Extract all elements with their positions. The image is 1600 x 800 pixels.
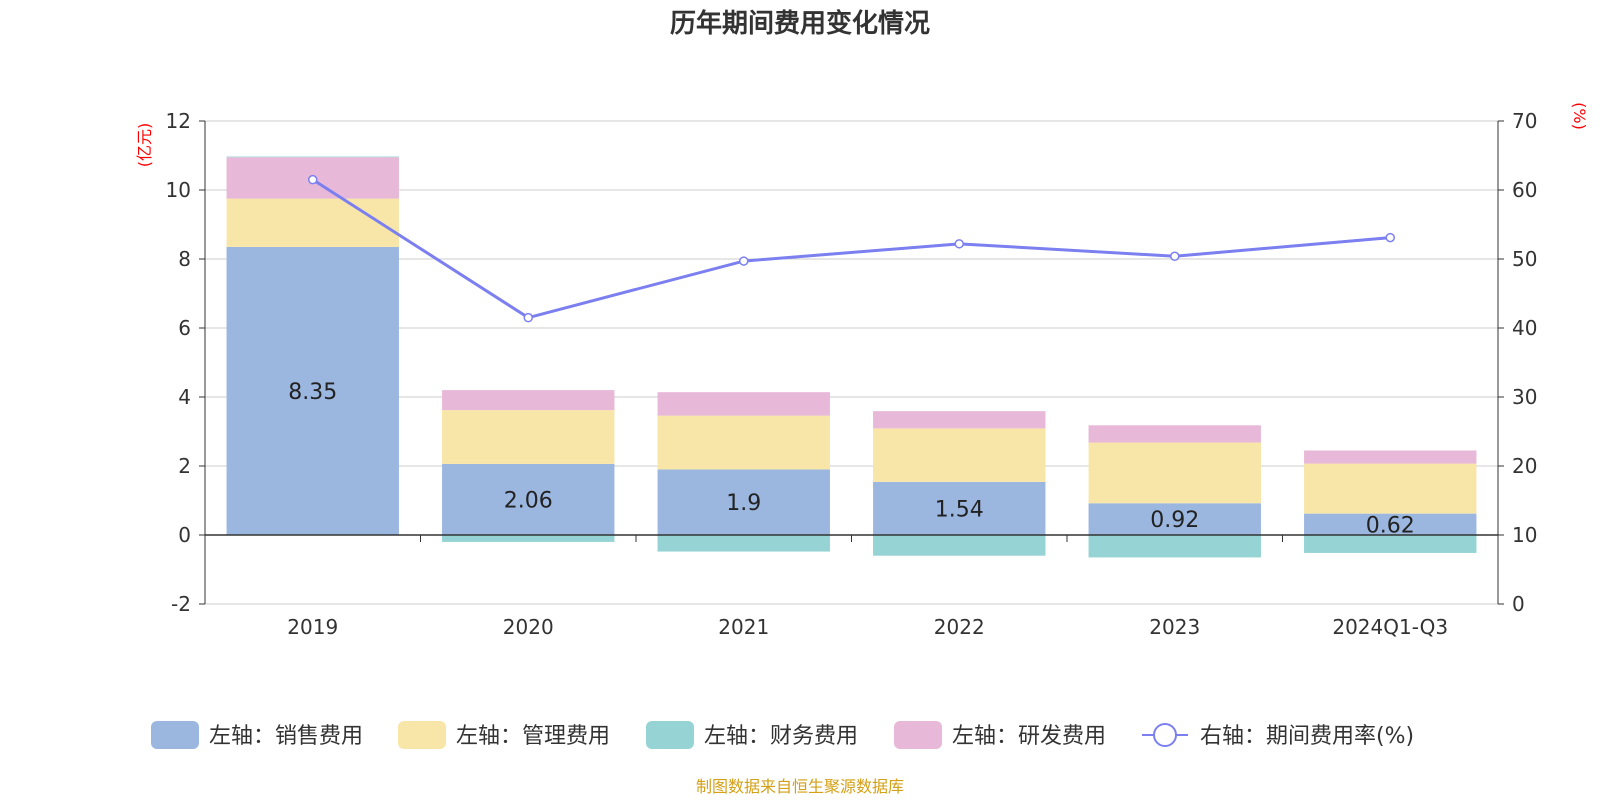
bar-sales-2020: [442, 463, 615, 535]
x-tick-label: 2019: [287, 615, 338, 639]
chart-title: 历年期间费用变化情况: [670, 8, 930, 39]
legend-label-sales: 左轴：销售费用: [209, 724, 363, 749]
bar-admin-2020: [442, 410, 615, 464]
left-tick-label: 10: [166, 178, 191, 202]
legend-swatch-finance: [646, 721, 694, 749]
legend-label-rnd: 左轴：研发费用: [952, 724, 1106, 749]
legend-swatch-rnd: [894, 721, 942, 749]
legend-swatch-admin: [398, 721, 446, 749]
legend-swatch-sales: [151, 721, 199, 749]
rate-point-2023: [1170, 251, 1180, 261]
rate-point-2019: [308, 174, 318, 185]
data-label-sales: 0.62: [1366, 513, 1415, 538]
left-tick-label: 2: [178, 454, 191, 478]
bar-rnd-2024Q1-Q3: [1304, 450, 1477, 464]
left-tick-label: -2: [171, 592, 191, 616]
left-tick-label: 8: [178, 247, 191, 271]
right-tick-label: 40: [1512, 316, 1537, 340]
legend-label-admin: 左轴：管理费用: [456, 724, 610, 749]
source-note: 制图数据来自恒生聚源数据库: [696, 777, 904, 796]
bar-rnd-2022: [873, 411, 1046, 429]
legend-label-rate: 右轴：期间费用率(%): [1200, 724, 1414, 749]
right-tick-label: 60: [1512, 178, 1537, 202]
right-tick-label: 0: [1512, 592, 1525, 616]
legend-label-finance: 左轴：财务费用: [704, 724, 858, 749]
bar-sales-2023: [1088, 503, 1261, 535]
x-tick-label: 2022: [934, 615, 985, 639]
rate-point-2022: [954, 239, 964, 249]
bars-layer: [226, 156, 1477, 558]
right-tick-label: 10: [1512, 523, 1537, 547]
bar-rnd-2023: [1088, 425, 1261, 443]
right-tick-label: 30: [1512, 385, 1537, 409]
data-label-sales: 1.54: [935, 497, 984, 522]
bar-finance-2021: [657, 535, 830, 552]
x-tick-label: 2021: [718, 615, 769, 639]
left-tick-label: 6: [178, 316, 191, 340]
axes-layer: -2 0 2 4 6 8 10 12 0 10 20 30 40 50 60 70 2019 2020 2021 20…: [166, 109, 1538, 639]
rate-point-2020: [523, 312, 533, 323]
bar-sales-2022: [873, 481, 1046, 535]
data-label-sales: 2.06: [504, 488, 553, 513]
bar-admin-2024Q1-Q3: [1304, 463, 1477, 514]
bar-admin-2021: [657, 415, 830, 470]
bar-finance-2020: [442, 535, 615, 542]
bar-finance-2024Q1-Q3: [1304, 535, 1477, 553]
data-label-sales: 8.35: [288, 380, 337, 405]
left-tick-label: 12: [166, 109, 191, 133]
bar-sales-2019: [226, 246, 399, 536]
bar-admin-2023: [1088, 442, 1261, 504]
bar-finance-2023: [1088, 535, 1261, 558]
data-labels-layer: 8.35 2.06 1.9 1.54 0.92 0.62: [288, 380, 1414, 538]
bar-finance-2019: [226, 156, 399, 158]
data-label-sales: 0.92: [1150, 508, 1199, 533]
right-tick-label: 70: [1512, 109, 1537, 133]
right-axis-unit: (%): [1570, 102, 1589, 130]
rate-point-2024Q1-Q3: [1385, 232, 1395, 243]
rate-line: [311, 178, 1391, 320]
x-tick-label: 2023: [1149, 615, 1200, 639]
left-tick-label: 4: [178, 385, 191, 409]
bar-sales-2024Q1-Q3: [1304, 513, 1477, 535]
rate-point-2021: [739, 256, 749, 266]
rate-line-layer: [308, 174, 1395, 323]
left-axis-unit: (亿元): [135, 123, 154, 168]
left-tick-label: 0: [178, 523, 191, 547]
bar-finance-2022: [873, 535, 1046, 556]
x-tick-label: 2024Q1-Q3: [1332, 615, 1448, 639]
bar-admin-2022: [873, 428, 1046, 482]
bar-rnd-2020: [442, 390, 615, 411]
right-tick-label: 20: [1512, 454, 1537, 478]
bar-admin-2019: [226, 198, 399, 247]
right-tick-label: 50: [1512, 247, 1537, 271]
legend: 左轴：销售费用 左轴：管理费用 左轴：财务费用 左轴：研发费用 右轴：期间费用率(%): [151, 721, 1414, 749]
bar-rnd-2021: [657, 392, 830, 416]
x-tick-label: 2020: [503, 615, 554, 639]
bar-sales-2021: [657, 469, 830, 535]
legend-swatch-marker: [1153, 723, 1177, 747]
data-label-sales: 1.9: [726, 491, 761, 516]
